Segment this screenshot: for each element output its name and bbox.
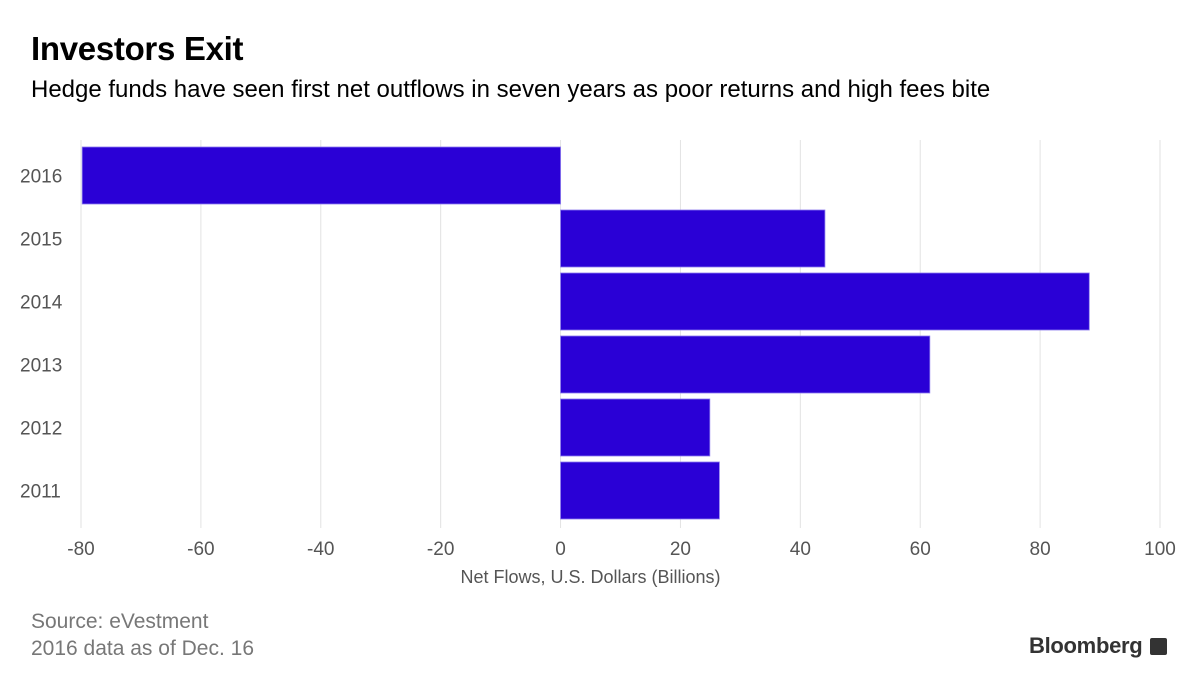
bar-2016	[81, 146, 561, 205]
y-tick-label: 2013	[20, 356, 62, 377]
chart-title: Investors Exit	[31, 30, 244, 67]
bar-2015	[560, 209, 826, 268]
data-date-note: 2016 data as of Dec. 16	[31, 637, 254, 660]
source-line: Source: eVestment	[31, 610, 209, 633]
y-tick-label: 2016	[20, 167, 62, 188]
chart-subtitle: Hedge funds have seen first net outflows…	[31, 76, 991, 103]
x-tick-label: -60	[187, 539, 214, 560]
bloomberg-chart-icon	[1150, 637, 1168, 655]
x-tick-label: -20	[427, 539, 454, 560]
bloomberg-logo: Bloomberg	[1029, 633, 1168, 659]
x-tick-label: 80	[1030, 539, 1051, 560]
source-note: Source: eVestment 2016 data as of Dec. 1…	[31, 608, 254, 662]
y-tick-label: 2014	[20, 293, 63, 314]
y-tick-label: 2015	[20, 230, 62, 251]
x-tick-label: -80	[67, 539, 94, 560]
bar-2013	[560, 335, 931, 394]
y-tick-label: 2012	[20, 419, 62, 440]
x-axis-label: Net Flows, U.S. Dollars (Billions)	[460, 567, 720, 587]
x-tick-label: -40	[307, 539, 334, 560]
brand-name: Bloomberg	[1029, 633, 1143, 658]
x-tick-label: 60	[910, 539, 931, 560]
y-tick-label: 2011	[20, 482, 61, 503]
x-tick-label: 100	[1144, 539, 1176, 560]
bar-2011	[560, 461, 720, 520]
x-tick-label: 20	[670, 539, 691, 560]
x-tick-label: 40	[790, 539, 811, 560]
bar-2012	[560, 398, 711, 457]
bar-2014	[560, 272, 1090, 331]
x-tick-label: 0	[555, 539, 566, 560]
